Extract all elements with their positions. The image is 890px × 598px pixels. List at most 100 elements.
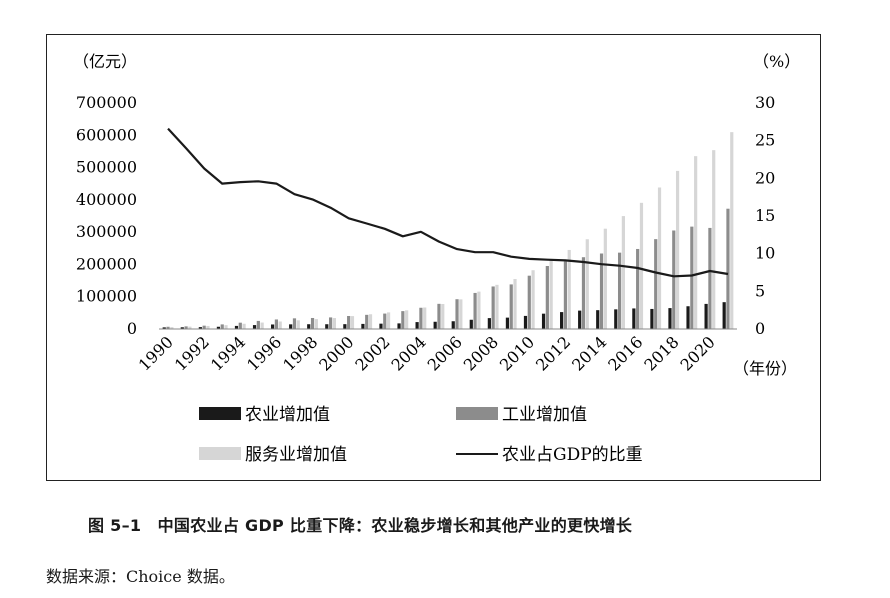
- service-bar: [477, 291, 481, 329]
- right-tick-label: 5: [755, 281, 765, 300]
- x-tick-label: 1994: [207, 332, 249, 374]
- agri-bar: [686, 306, 690, 329]
- industry-bar: [310, 317, 315, 329]
- service-bar: [170, 327, 174, 329]
- agri-bar: [433, 321, 437, 329]
- chart-svg: （亿元） （%） （年份） 0 100000 200000 300000 400000 5…: [73, 52, 800, 465]
- agri-bar: [325, 324, 329, 329]
- service-bar: [278, 321, 282, 329]
- right-tick-label: 20: [755, 168, 775, 187]
- agri-bar: [343, 324, 347, 329]
- agri-bar: [650, 308, 654, 329]
- service-bar: [694, 156, 698, 329]
- service-bar: [459, 299, 463, 329]
- x-tick-label: 2006: [424, 332, 466, 374]
- agri-bar: [704, 303, 708, 329]
- right-tick-label: 30: [755, 93, 775, 112]
- industry-bar: [238, 322, 242, 329]
- service-bar: [368, 314, 373, 329]
- service-bar: [350, 316, 355, 329]
- agri-bar: [505, 317, 510, 329]
- industry-bar: [708, 227, 712, 329]
- agri-bar: [289, 324, 293, 329]
- x-tick-label: 2014: [568, 332, 610, 374]
- industry-bar: [220, 324, 224, 329]
- left-tick-label: 0: [127, 319, 137, 338]
- agri-bar: [415, 322, 419, 329]
- x-tick-label: 1990: [135, 332, 177, 374]
- industry-bar: [202, 325, 206, 329]
- industry-bar: [455, 299, 459, 329]
- agri-bar: [451, 321, 455, 329]
- left-tick-label: 400000: [76, 190, 137, 209]
- left-axis-unit: （亿元）: [73, 52, 137, 71]
- service-bar: [675, 170, 680, 329]
- right-tick-label: 25: [755, 131, 775, 150]
- service-bar: [314, 319, 318, 329]
- service-bar: [531, 270, 535, 329]
- service-bar: [621, 216, 625, 329]
- agri-bar: [560, 312, 564, 329]
- agri-bar: [541, 313, 546, 329]
- x-tick-label: 1992: [171, 332, 213, 374]
- service-bar: [513, 279, 517, 329]
- industry-bar: [292, 318, 297, 329]
- x-tick-label: 2000: [315, 332, 357, 374]
- agri-share-line: [167, 127, 729, 278]
- left-tick-label: 200000: [76, 254, 137, 273]
- industry-bar: [672, 230, 676, 329]
- agri-bar: [596, 310, 600, 329]
- industry-bar: [419, 307, 423, 329]
- left-axis-ticks: 0 100000 200000 300000 400000 500000 600000 700…: [76, 93, 137, 338]
- x-tick-label: 1998: [279, 332, 321, 374]
- agri-bar: [234, 325, 239, 329]
- industry-bar: [617, 252, 622, 329]
- legend-label-agri: 农业增加值: [245, 405, 330, 425]
- service-bar: [495, 284, 499, 329]
- industry-bar: [437, 303, 441, 329]
- industry-bar: [365, 314, 369, 329]
- agri-bar: [632, 308, 636, 329]
- agri-bar: [668, 308, 672, 329]
- left-tick-label: 100000: [76, 287, 137, 306]
- x-tick-label: 2020: [677, 332, 719, 374]
- industry-bar: [654, 239, 658, 329]
- agri-bar: [198, 327, 202, 329]
- industry-bar: [274, 319, 279, 329]
- agri-bar: [523, 315, 528, 329]
- service-bar: [639, 202, 644, 329]
- service-bar: [730, 132, 734, 329]
- legend: 农业增加值 工业增加值 服务业增加值 农业占GDP的比重: [199, 405, 643, 465]
- agri-bar: [578, 310, 582, 329]
- x-tick-label: 2016: [604, 332, 646, 374]
- service-bar: [712, 150, 716, 329]
- industry-bar: [401, 311, 405, 329]
- data-source-note: 数据来源：Choice 数据。: [46, 567, 235, 586]
- service-bar: [423, 307, 427, 329]
- legend-label-share: 农业占GDP的比重: [502, 445, 643, 465]
- agri-bar: [271, 324, 275, 329]
- agri-bar: [397, 323, 401, 329]
- industry-bar: [599, 253, 604, 329]
- right-tick-label: 10: [755, 244, 775, 263]
- industry-bar: [328, 317, 333, 329]
- left-tick-label: 500000: [76, 158, 137, 177]
- industry-bar: [581, 257, 586, 329]
- industry-bar: [166, 326, 170, 329]
- x-tick-label: 2018: [640, 332, 682, 374]
- service-bar: [332, 318, 336, 329]
- service-bar: [242, 323, 246, 329]
- industry-bar: [491, 286, 495, 329]
- service-bar: [405, 310, 409, 329]
- service-bar: [549, 259, 553, 329]
- legend-swatch-agri: [199, 407, 241, 420]
- industry-bar: [636, 248, 640, 329]
- x-axis-unit: （年份）: [733, 359, 797, 378]
- service-bar: [206, 325, 210, 329]
- x-tick-label: 1996: [243, 332, 285, 374]
- left-tick-label: 300000: [76, 222, 137, 241]
- service-bar: [386, 312, 391, 329]
- industry-bar: [509, 284, 513, 329]
- industry-bar: [256, 320, 260, 329]
- agri-bar: [252, 325, 257, 329]
